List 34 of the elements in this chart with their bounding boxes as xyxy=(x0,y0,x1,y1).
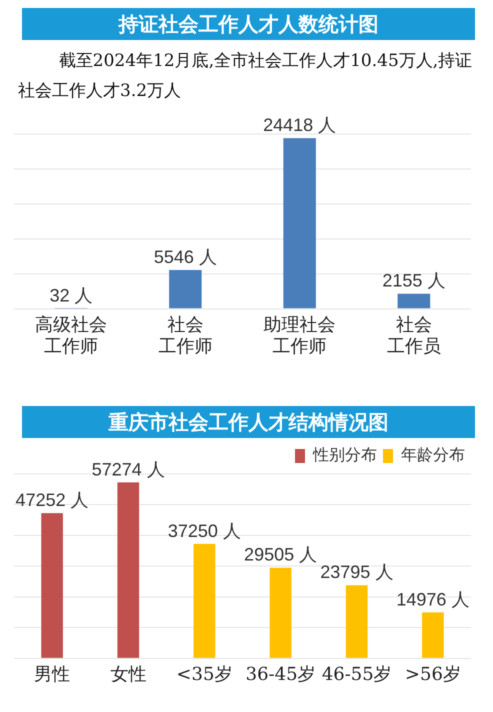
chart-subtitle: 截至2024年12月底,全市社会工作人才10.45万人,持证社会工作人才3.2万人 xyxy=(18,50,474,103)
x-tick-label: 女性 xyxy=(110,664,146,685)
chart-title: 重庆市社会工作人才结构情况图 xyxy=(22,406,475,438)
bar xyxy=(194,544,216,658)
x-tick-label: 36-45岁 xyxy=(246,664,316,685)
bar xyxy=(41,513,63,658)
bar xyxy=(117,482,140,658)
data-label: 32 人 xyxy=(50,286,93,306)
x-tick-label: 高级社会工作师 xyxy=(35,314,108,357)
bar xyxy=(422,612,444,658)
bar xyxy=(283,138,316,308)
bar xyxy=(169,270,202,308)
x-tick-label: 46-55岁 xyxy=(322,664,392,685)
x-tick-label: >56岁 xyxy=(404,664,461,685)
x-tick-label: <35岁 xyxy=(176,664,232,685)
data-label: 37250 人 xyxy=(168,520,241,541)
x-tick-label: 社会工作员 xyxy=(386,314,441,357)
data-label: 5546 人 xyxy=(154,246,217,267)
bar xyxy=(346,585,368,658)
data-label: 47252 人 xyxy=(16,490,89,510)
data-label: 23795 人 xyxy=(320,562,394,582)
data-label: 24418 人 xyxy=(263,115,336,136)
x-tick-label: 社会工作师 xyxy=(158,314,212,357)
bar xyxy=(398,294,430,308)
legend-label: 年龄分布 xyxy=(401,445,465,464)
bar xyxy=(270,568,292,658)
data-label: 57274 人 xyxy=(92,459,165,480)
data-label: 2155 人 xyxy=(382,270,446,291)
x-tick-label: 男性 xyxy=(34,664,70,685)
x-tick-label: 助理社会工作师 xyxy=(264,314,336,357)
chart-title: 持证社会工作人才人数统计图 xyxy=(22,8,475,40)
legend-label: 性别分布 xyxy=(312,445,377,464)
data-label: 29505 人 xyxy=(244,544,318,565)
data-label: 14976 人 xyxy=(396,589,470,610)
